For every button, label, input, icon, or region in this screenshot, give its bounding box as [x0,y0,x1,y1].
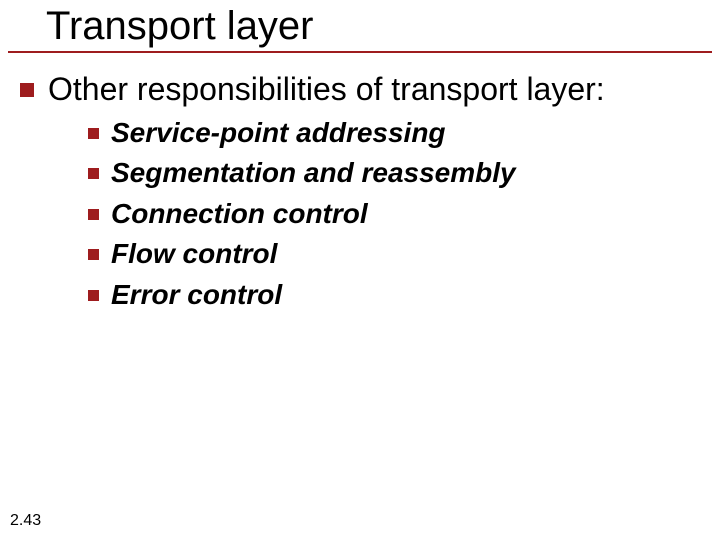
content-area: Other responsibilities of transport laye… [0,53,720,313]
square-bullet-icon [88,249,99,260]
sub-bullet-row: Error control [88,277,700,313]
title-wrap: Transport layer [8,0,712,53]
top-bullet-text: Other responsibilities of transport laye… [48,69,605,109]
sub-bullet-text: Error control [111,277,282,313]
sub-bullet-row: Segmentation and reassembly [88,155,700,191]
sub-bullet-text: Segmentation and reassembly [111,155,516,191]
square-bullet-icon [88,290,99,301]
sub-bullet-row: Connection control [88,196,700,232]
square-bullet-icon [88,128,99,139]
slide: Transport layer Other responsibilities o… [0,0,720,540]
sub-bullet-text: Service-point addressing [111,115,446,151]
square-bullet-icon [88,209,99,220]
sub-list: Service-point addressing Segmentation an… [20,115,700,313]
slide-title: Transport layer [46,4,712,51]
sub-bullet-row: Flow control [88,236,700,272]
slide-number: 2.43 [10,512,41,530]
square-bullet-icon [20,83,34,97]
sub-bullet-row: Service-point addressing [88,115,700,151]
sub-bullet-text: Connection control [111,196,368,232]
sub-bullet-text: Flow control [111,236,277,272]
top-bullet-row: Other responsibilities of transport laye… [20,69,700,109]
square-bullet-icon [88,168,99,179]
